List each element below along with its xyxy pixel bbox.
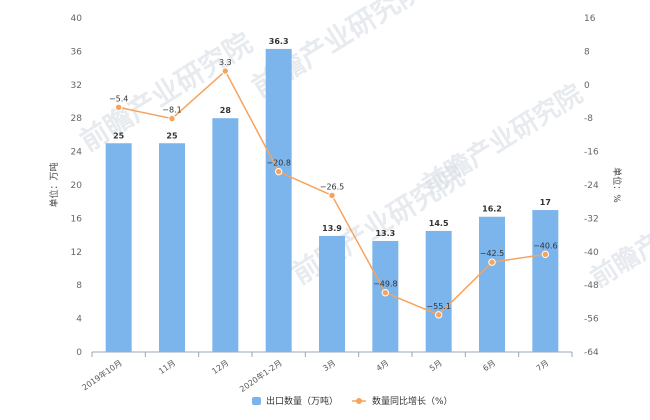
y-left-tick-label: 40 [71,14,83,24]
bar-value-label: 16.2 [482,205,502,214]
line-point [488,258,496,266]
line-point [274,167,283,176]
line-point [328,191,336,200]
watermark-text: 前瞻产业研究院 [417,78,588,201]
legend-line-label: 数量同比增长（%） [372,395,453,407]
bar [265,48,292,353]
bar-value-label: 13.9 [322,224,342,233]
line-value-label: −49.8 [373,280,398,289]
line-value-label: −8.1 [162,106,181,115]
y-right-tick-label: 0 [584,81,590,91]
line-point [114,103,123,112]
y-right-tick-label: 16 [584,14,596,24]
line-point [168,114,176,123]
y-right-tick-label: -32 [584,214,599,224]
bars-layer [105,48,559,353]
bar-value-label: 25 [166,131,178,140]
y-right-tick-label: -16 [584,148,599,158]
y-left-tick-label: 4 [76,315,82,325]
y-right-tick-label: -48 [584,281,599,291]
y-right-tick-label: -8 [584,114,593,124]
legend: 出口数量（万吨） 数量同比增长（%） [252,395,453,407]
y-right-tick-label: -64 [584,348,599,358]
labels-layer: 25 25 28 36.3 13.9 13.3 14.5 16.2 17 −5.4 −8.1 3.3 −… [109,37,558,311]
y-right-tick-label: -56 [584,315,599,325]
x-tick-label: 7月 [535,358,551,373]
legend-line-marker [356,398,362,404]
bar-value-label: 36.3 [269,37,289,46]
y-right-tick-label: 8 [584,47,590,57]
line-layer [114,67,550,319]
line-value-label: −40.6 [533,241,558,250]
x-tick-label: 5月 [428,358,444,373]
bar-value-label: 28 [220,106,232,115]
x-tick-label: 3月 [321,358,337,373]
line-value-label: −26.5 [320,182,345,191]
bar [105,143,132,352]
bar-value-label: 13.3 [375,229,395,238]
legend-bar-label: 出口数量（万吨） [266,395,338,407]
bar-value-label: 17 [540,198,551,207]
legend-bar-swatch [252,397,261,405]
y-left-tick-label: 24 [71,148,83,158]
y-right-tick-label: -24 [584,181,599,191]
y-right-axis-title: 单位：% [611,167,623,203]
line-point [541,250,550,259]
y-right-tick-label: -40 [584,248,599,258]
x-tick-label: 6月 [481,358,497,373]
line-value-label: −5.4 [109,94,128,103]
line-point [221,67,230,75]
line-point [381,289,390,297]
line-value-label: −20.8 [266,159,291,168]
bar [532,210,559,352]
x-tick-label: 11月 [157,358,177,376]
y-left-tick-label: 32 [71,81,82,91]
y-left-tick-label: 20 [71,181,83,191]
line-value-label: −55.1 [426,302,451,311]
line-point [434,311,443,319]
y-left-tick-label: 28 [71,114,83,124]
bar-value-label: 14.5 [429,219,449,228]
y-left-tick-label: 16 [71,214,83,224]
x-tick-label: 12月 [210,358,230,376]
bar [319,235,345,352]
line-value-label: 3.3 [219,58,232,67]
bar [159,143,185,352]
bar [212,118,239,352]
bar [479,216,505,352]
x-tick-label: 4月 [375,358,391,373]
x-tick-label: 2019年10月 [80,357,124,392]
line-value-label: −42.5 [480,249,505,258]
bar [425,230,452,352]
x-tick-label: 2020年1-2月 [238,357,284,394]
y-left-axis-title: 单位：万吨 [48,162,60,207]
y-left-tick-label: 12 [71,248,82,258]
y-left-tick-label: 8 [76,281,82,291]
bar-value-label: 25 [113,131,125,140]
y-left-tick-label: 0 [76,348,82,358]
y-left-tick-label: 36 [71,47,83,57]
